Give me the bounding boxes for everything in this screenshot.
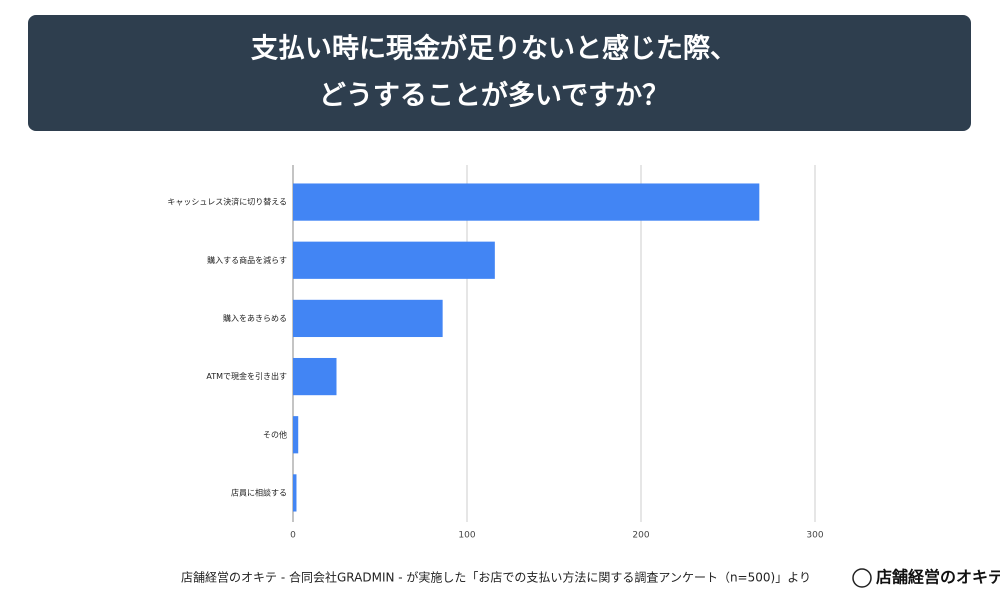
bar [293, 241, 495, 279]
y-tick-label: 購入をあきらめる [223, 313, 287, 323]
header-box [28, 15, 971, 131]
y-tick-label: ATMで現金を引き出す [206, 371, 287, 381]
y-tick-label: 店員に相談する [231, 487, 287, 497]
bar [293, 474, 297, 512]
chart-title: どうすることが多いですか？ [319, 80, 669, 112]
bar [293, 183, 760, 221]
bar [293, 299, 443, 338]
x-tick-label: 300 [806, 531, 823, 541]
source-note: 店舗経営のオキテ - 合同会社GRADMIN - が実施した「お店での支払い方法… [181, 570, 811, 585]
chart-title: 支払い時に現金が足りないと感じた際、 [251, 33, 737, 65]
x-tick-label: 100 [458, 531, 475, 541]
y-tick-label: その他 [263, 429, 287, 439]
logo-icon [852, 568, 872, 588]
x-tick-label: 0 [290, 531, 296, 541]
x-tick-label: 200 [632, 531, 649, 541]
bar [293, 357, 337, 396]
bar [293, 416, 299, 454]
logo-text: 店舗経営のオキテ [876, 568, 1000, 587]
y-tick-label: キャッシュレス決済に切り替える [167, 197, 287, 207]
y-tick-label: 購入する商品を減らす [207, 255, 287, 265]
